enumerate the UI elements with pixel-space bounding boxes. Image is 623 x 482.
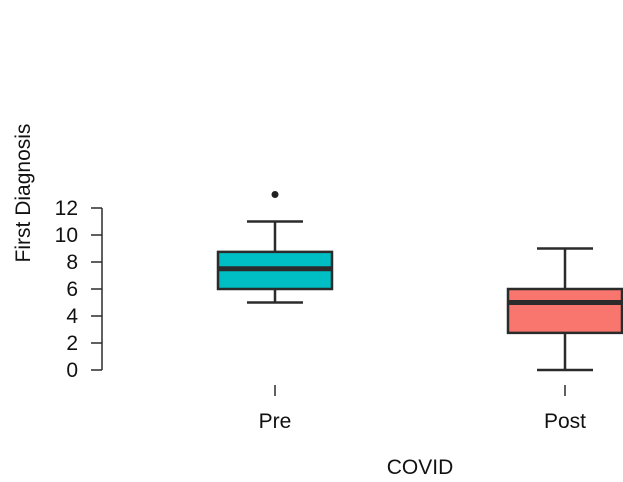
iqr-box-post — [506, 287, 623, 335]
boxes — [216, 191, 623, 372]
y-tick-label-2: 2 — [66, 332, 78, 355]
y-axis-title: First Diagnosis — [12, 124, 35, 263]
y-tick-label-8: 8 — [66, 251, 78, 274]
box-pre — [216, 191, 334, 304]
y-tick-label-12: 12 — [55, 197, 78, 220]
y-axis: 0 2 4 6 8 10 12 — [55, 197, 103, 382]
box-post — [506, 247, 623, 372]
y-tick-label-4: 4 — [66, 305, 78, 328]
x-tick-label-pre: Pre — [259, 410, 292, 433]
y-tick-label-0: 0 — [66, 359, 78, 382]
outlier-point-pre-0 — [271, 191, 279, 198]
y-tick-label-10: 10 — [55, 224, 78, 247]
x-axis-title: COVID — [387, 456, 454, 479]
x-axis: Pre Post — [259, 385, 586, 433]
y-tick-label-6: 6 — [66, 278, 78, 301]
x-tick-label-post: Post — [544, 410, 586, 433]
